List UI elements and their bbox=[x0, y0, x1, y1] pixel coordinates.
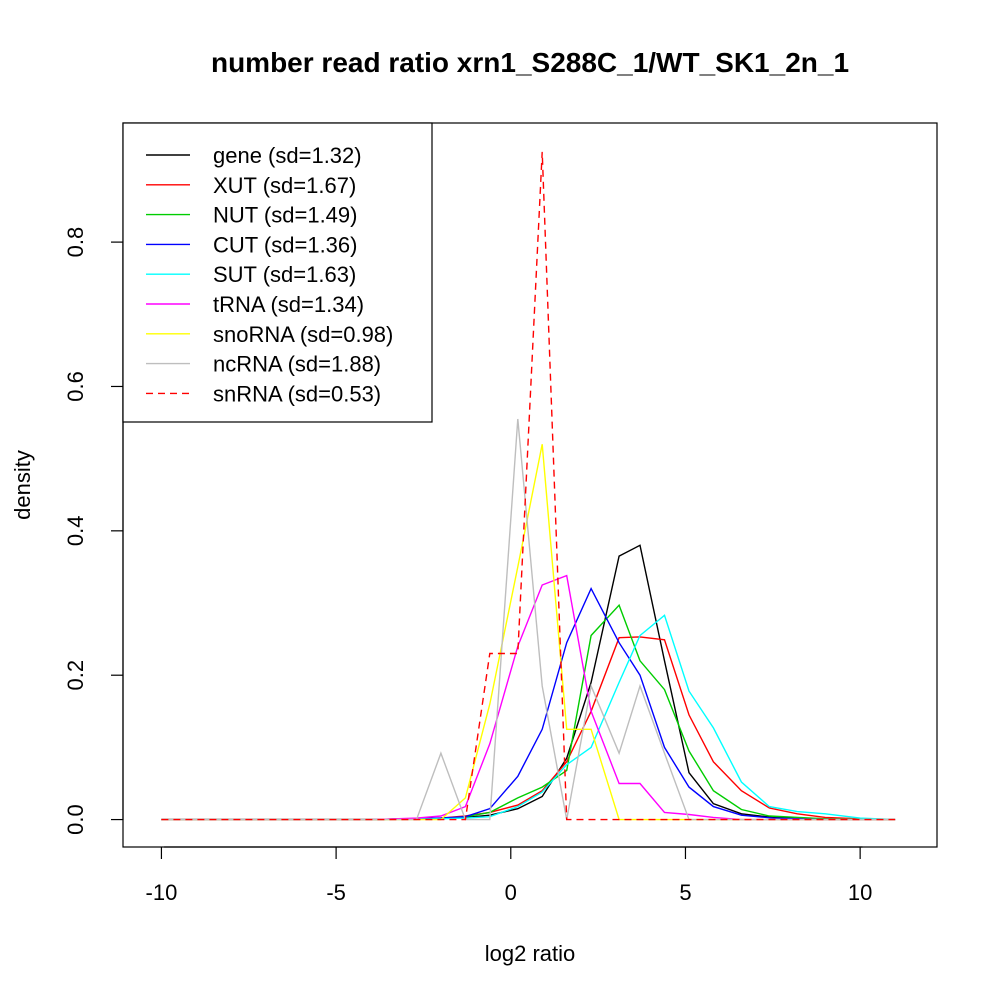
series-line-1 bbox=[161, 636, 896, 821]
x-tick-label: -10 bbox=[146, 880, 178, 905]
legend-items: gene (sd=1.32) XUT (sd=1.67) NUT (sd=1.49)… bbox=[146, 143, 393, 406]
legend-label: CUT (sd=1.36) bbox=[213, 232, 357, 257]
x-axis-label: log2 ratio bbox=[485, 941, 576, 966]
series-line-7 bbox=[161, 418, 896, 821]
legend: gene (sd=1.32) XUT (sd=1.67) NUT (sd=1.49)… bbox=[122, 122, 433, 423]
legend-label: NUT (sd=1.49) bbox=[213, 203, 357, 228]
legend-label: ncRNA (sd=1.88) bbox=[213, 352, 381, 377]
y-axis-label: density bbox=[10, 450, 35, 520]
x-axis-ticks: -10 -5 0 5 10 bbox=[146, 847, 872, 905]
series-line-8 bbox=[161, 151, 896, 821]
legend-label: snRNA (sd=0.53) bbox=[213, 381, 381, 406]
legend-label: XUT (sd=1.67) bbox=[213, 173, 356, 198]
series-line-2 bbox=[161, 603, 896, 821]
y-tick-label: 0.6 bbox=[63, 371, 88, 402]
series-line-5 bbox=[161, 574, 896, 821]
legend-label: snoRNA (sd=0.98) bbox=[213, 322, 393, 347]
legend-label: gene (sd=1.32) bbox=[213, 143, 362, 168]
y-tick-label: 0.8 bbox=[63, 227, 88, 258]
x-tick-label: 0 bbox=[505, 880, 517, 905]
series-line-4 bbox=[161, 614, 896, 821]
chart-title: number read ratio xrn1_S288C_1/WT_SK1_2n… bbox=[211, 47, 849, 78]
y-tick-label: 0.0 bbox=[63, 804, 88, 835]
plot-lines bbox=[161, 151, 896, 821]
legend-box bbox=[122, 122, 433, 423]
x-tick-label: -5 bbox=[326, 880, 346, 905]
y-tick-label: 0.4 bbox=[63, 516, 88, 547]
y-tick-label: 0.2 bbox=[63, 660, 88, 691]
legend-label: SUT (sd=1.63) bbox=[213, 262, 356, 287]
legend-label: tRNA (sd=1.34) bbox=[213, 292, 364, 317]
x-tick-label: 10 bbox=[848, 880, 872, 905]
series-line-3 bbox=[161, 586, 896, 821]
series-line-6 bbox=[161, 444, 896, 821]
x-tick-label: 5 bbox=[679, 880, 691, 905]
y-axis-ticks: 0.0 0.2 0.4 0.6 0.8 bbox=[63, 227, 123, 835]
series-line-0 bbox=[161, 544, 896, 821]
